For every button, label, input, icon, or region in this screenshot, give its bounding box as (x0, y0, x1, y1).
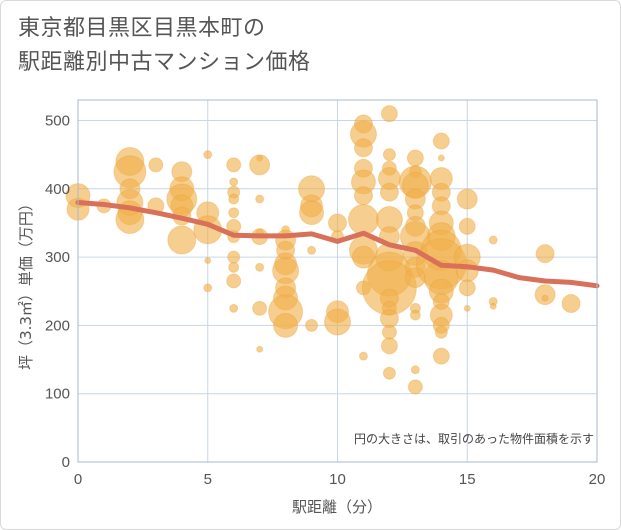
y-axis-label: 坪（3.3㎡）単価（万円） (17, 196, 35, 370)
x-tick-label: 5 (204, 471, 212, 488)
bubble-point (328, 213, 347, 233)
bubble-point (167, 225, 197, 255)
bubble-point (353, 186, 373, 206)
x-axis-label: 駅距離（分） (292, 498, 382, 516)
bubble-point (437, 154, 445, 162)
bubble-point (256, 345, 264, 353)
x-tick-label: 0 (74, 471, 82, 488)
chart-title: 東京都目黒区目黒本町の 駅距離別中古マンション価格 (18, 16, 311, 75)
y-tick-label: 200 (45, 317, 70, 334)
bubble-point (432, 347, 450, 365)
bubble-point (273, 312, 299, 338)
bubble-point (299, 200, 325, 226)
bubble-point (229, 177, 239, 187)
bubble-point (535, 244, 555, 264)
bubble-point (379, 182, 399, 202)
bubble-layer (65, 105, 581, 395)
bubble-point (488, 235, 498, 245)
bubble-point (458, 217, 476, 235)
x-tick-label: 10 (329, 471, 346, 488)
bubble-point (455, 259, 479, 283)
bubble-point (307, 245, 317, 255)
bubble-point (432, 132, 450, 150)
bubble-point (561, 294, 581, 314)
bubble-point (255, 262, 265, 272)
x-tick-label: 20 (589, 471, 606, 488)
bubble-point (305, 318, 319, 332)
bubble-point (226, 157, 242, 173)
bubble-point (148, 157, 164, 173)
bubble-size-note: 円の大きさは、取引のあった物件面積を示す (354, 431, 594, 446)
bubble-point (380, 337, 398, 355)
bubble-point (406, 149, 424, 167)
bubble-point (229, 303, 239, 313)
bubble-point (226, 273, 242, 289)
bubble-point (228, 261, 240, 273)
bubble-point (249, 154, 271, 176)
y-tick-label: 400 (45, 181, 70, 198)
bubble-point (228, 193, 240, 205)
bubble-point (410, 365, 420, 375)
plot-border (77, 99, 598, 463)
bubble-point (381, 324, 397, 340)
bubble-point (407, 379, 423, 395)
bubble-point (463, 304, 471, 312)
bubble-point (252, 300, 268, 316)
y-tick-label: 300 (45, 249, 70, 266)
bubble-point (353, 138, 373, 158)
bubble-point (228, 207, 240, 219)
bubble-point (534, 284, 556, 306)
bubble-point (203, 150, 213, 160)
bubble-point (324, 308, 351, 336)
x-tick-label: 15 (459, 471, 476, 488)
y-tick-label: 0 (62, 454, 70, 471)
bubble-point (456, 188, 478, 210)
bubble-point (204, 257, 212, 265)
bubble-point (382, 366, 396, 380)
bubble-point (351, 245, 375, 269)
bubble-point (489, 302, 497, 310)
bubble-point (255, 194, 265, 204)
trend-line (75, 200, 600, 289)
bubble-point (380, 105, 398, 123)
bubble-point (227, 250, 241, 264)
y-tick-label: 500 (45, 112, 70, 129)
bubble-point (458, 279, 476, 297)
y-tick-label: 100 (45, 386, 70, 403)
axis-ticks: 0 100 200 300 400 500 0 5 10 15 20 (45, 112, 605, 488)
bubble-point (541, 294, 549, 302)
bubble-point (203, 283, 213, 293)
bubble-point (382, 148, 396, 162)
bubble-point (358, 351, 368, 361)
bubble-point (409, 309, 421, 321)
bubble-point (434, 325, 448, 339)
bubble-point (347, 204, 379, 236)
